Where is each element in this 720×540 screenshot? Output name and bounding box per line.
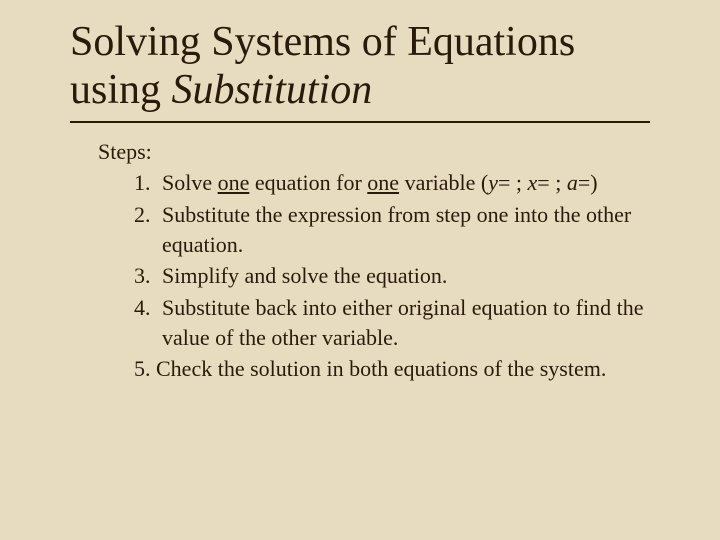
step-2: 2. Substitute the expression from step o… — [134, 200, 650, 259]
step-number: 1. — [134, 168, 162, 198]
slide-title: Solving Systems of Equations using Subst… — [70, 18, 650, 123]
step-number: 5. — [134, 356, 151, 381]
step-text: Check the solution in both equations of … — [151, 356, 607, 381]
content-body: Steps: 1. Solve one equation for one var… — [70, 137, 650, 385]
step-1: 1. Solve one equation for one variable (… — [134, 168, 650, 198]
step-3: 3. Simplify and solve the equation. — [134, 261, 650, 291]
step-text: Simplify and solve the equation. — [162, 261, 650, 291]
step-5: 5. Check the solution in both equations … — [98, 354, 650, 384]
slide-container: Solving Systems of Equations using Subst… — [0, 0, 720, 414]
title-line-2: using Substitution — [70, 66, 650, 114]
step-number: 3. — [134, 261, 162, 291]
step-text: Solve one equation for one variable (y= … — [162, 168, 650, 198]
step-text: Substitute the expression from step one … — [162, 200, 650, 259]
step-number: 4. — [134, 293, 162, 352]
step-4: 4. Substitute back into either original … — [134, 293, 650, 352]
steps-list: 1. Solve one equation for one variable (… — [98, 168, 650, 352]
step-number: 2. — [134, 200, 162, 259]
title-line-1: Solving Systems of Equations — [70, 19, 575, 65]
step-text: Substitute back into either original equ… — [162, 293, 650, 352]
steps-label: Steps: — [98, 137, 650, 167]
